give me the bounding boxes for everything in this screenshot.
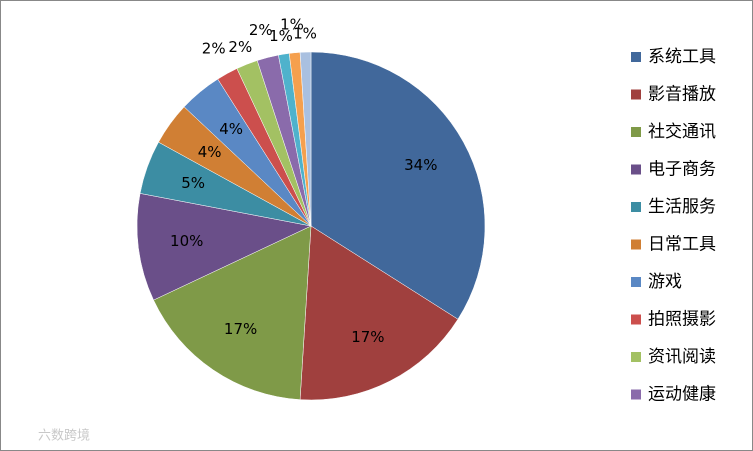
data-label: 17%	[351, 328, 384, 346]
pie-slice	[299, 225, 459, 401]
data-label: 1%	[280, 15, 304, 33]
legend-label: 游戏	[648, 272, 682, 292]
legend-swatch	[631, 164, 641, 175]
data-label: 17%	[224, 320, 257, 338]
data-label: 10%	[170, 232, 203, 250]
pie-slice	[153, 225, 312, 400]
data-label: 2%	[202, 39, 226, 57]
legend-swatch	[631, 389, 641, 400]
legend-swatch	[631, 202, 641, 212]
legend-swatch	[631, 352, 641, 362]
pie-slice	[310, 51, 486, 320]
legend-label: 社交通讯	[648, 122, 716, 142]
legend-swatch	[631, 127, 641, 137]
legend-label: 生活服务	[648, 197, 716, 217]
legend-label: 运动健康	[648, 385, 716, 405]
legend-swatch	[631, 89, 641, 100]
legend-label: 系统工具	[648, 47, 716, 67]
legend-label: 拍照摄影	[648, 310, 716, 330]
legend-swatch	[631, 277, 641, 287]
pie-slice	[299, 51, 312, 227]
legend-label: 日常工具	[648, 235, 716, 255]
data-label: 34%	[404, 156, 437, 174]
data-label: 4%	[219, 120, 243, 138]
legend-swatch	[631, 52, 641, 62]
data-label: 5%	[181, 174, 205, 192]
legend-swatch	[631, 314, 641, 325]
watermark: 六数跨境	[38, 429, 90, 444]
data-label: 4%	[198, 143, 222, 161]
data-label: 2%	[228, 38, 252, 56]
data-label: 1%	[293, 25, 317, 43]
legend-label: 电子商务	[648, 160, 716, 180]
legend-label: 影音播放	[648, 85, 716, 105]
pie-slice	[136, 193, 312, 301]
data-label: 1%	[269, 27, 293, 45]
legend-swatch	[631, 239, 641, 250]
data-label: 2%	[249, 21, 273, 39]
legend-label: 资讯阅读	[648, 347, 716, 367]
